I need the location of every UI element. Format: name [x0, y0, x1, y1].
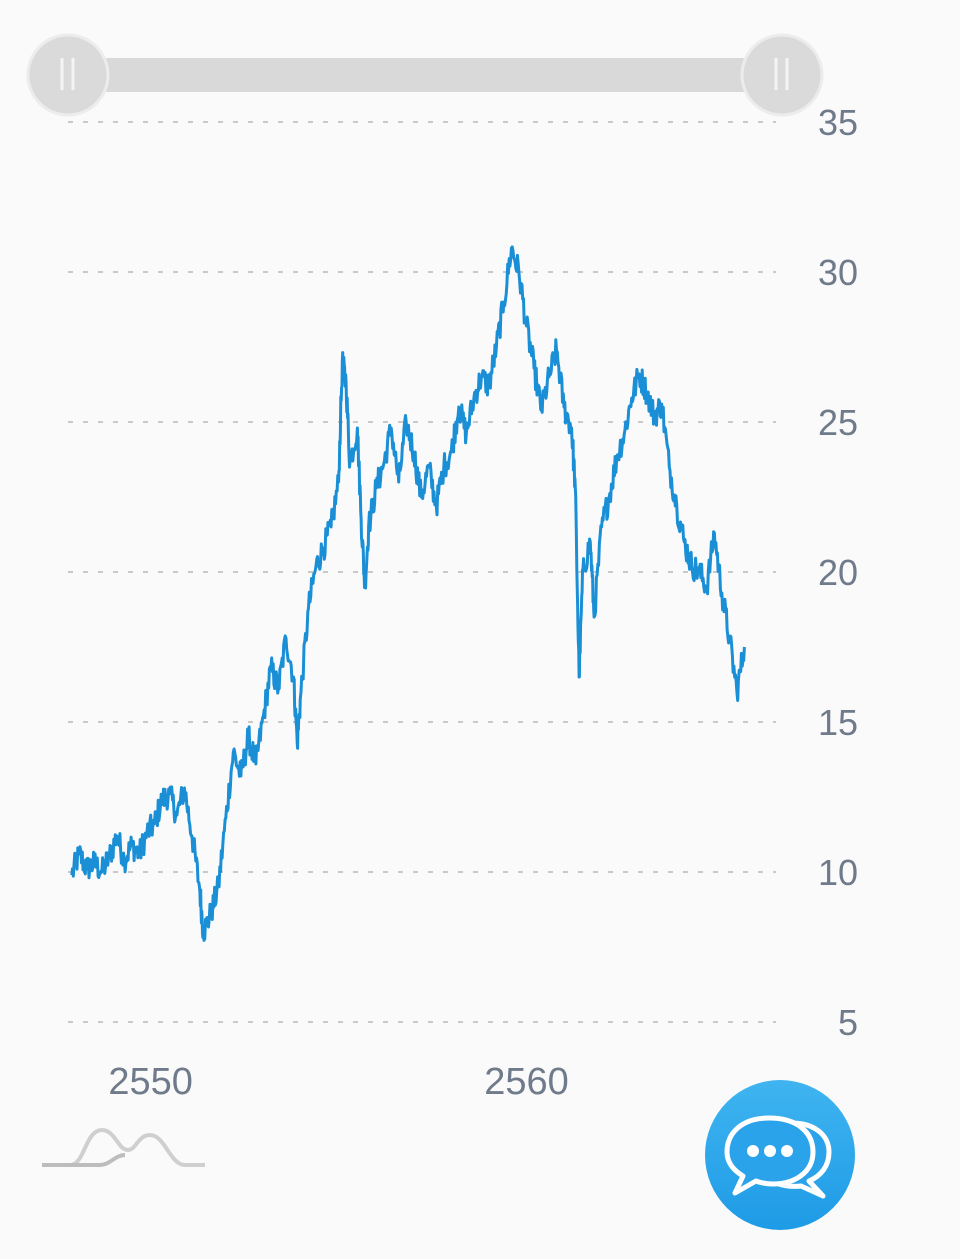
y-tick-label: 20 — [818, 552, 858, 593]
y-tick-label: 35 — [818, 102, 858, 143]
x-tick-label: 2550 — [108, 1061, 193, 1103]
x-tick-label: 2560 — [484, 1061, 569, 1103]
range-slider[interactable] — [26, 33, 824, 117]
chat-bubbles-icon — [724, 1115, 832, 1199]
range-handle-left[interactable] — [26, 33, 110, 117]
distribution-curve-icon[interactable] — [40, 1120, 210, 1185]
chat-button[interactable] — [705, 1080, 855, 1230]
x-axis: 2550 2560 — [108, 1061, 568, 1103]
series-line — [70, 245, 746, 942]
y-axis: 35 30 25 20 15 10 5 — [818, 102, 858, 1043]
range-handle-right[interactable] — [740, 33, 824, 117]
range-slider-track[interactable] — [68, 58, 782, 92]
y-tick-label: 15 — [818, 702, 858, 743]
y-tick-label: 10 — [818, 852, 858, 893]
grid-lines — [68, 121, 776, 1023]
series-layer — [70, 245, 746, 942]
y-tick-label: 5 — [838, 1002, 858, 1043]
y-tick-label: 25 — [818, 402, 858, 443]
y-tick-label: 30 — [818, 252, 858, 293]
